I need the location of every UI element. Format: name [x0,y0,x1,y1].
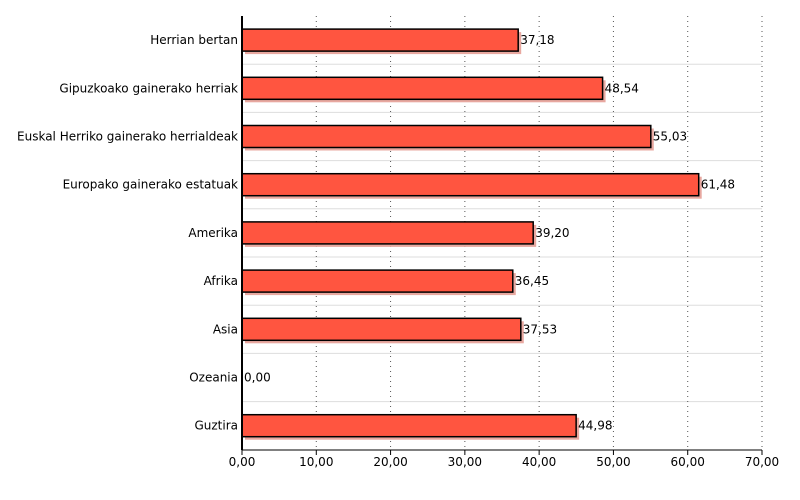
data-label: 39,20 [535,226,569,240]
data-label: 36,45 [515,274,549,288]
bar [241,221,534,245]
x-tick-label: 70,00 [745,455,779,469]
x-tick-label: 60,00 [671,455,705,469]
category-label: Euskal Herriko gainerako herrialdeak [17,130,238,144]
x-tick-label: 50,00 [596,455,630,469]
data-label: 61,48 [701,178,735,192]
data-label: 37,53 [523,322,557,336]
x-tick-label: 0,00 [229,455,256,469]
bar [241,413,577,438]
data-label: 44,98 [578,419,612,433]
bar [241,76,604,101]
data-label: 0,00 [244,371,271,385]
bar [241,172,700,197]
data-label: 37,18 [520,33,554,47]
labels-layer: 37,18 Herrian bertan 48,54 Gipuzkoako gaine… [17,33,779,469]
axis-layer [241,16,763,455]
category-label: Guztira [194,419,238,433]
bar [241,28,519,52]
category-label: Herrian bertan [150,33,238,47]
bar [241,124,652,149]
category-label: Asia [213,322,238,336]
category-label: Gipuzkoako gainerako herriak [59,81,238,95]
bar [241,317,522,342]
data-label: 55,03 [653,130,687,144]
category-label: Europako gainerako estatuak [63,178,238,192]
x-tick-label: 30,00 [448,455,482,469]
category-label: Ozeania [189,371,238,385]
category-label: Amerika [188,226,238,240]
grid-layer [242,16,763,450]
x-tick-label: 40,00 [522,455,556,469]
bar [241,269,514,293]
category-label: Afrika [204,274,238,288]
data-label: 48,54 [605,81,639,95]
x-tick-label: 20,00 [373,455,407,469]
x-tick-label: 10,00 [299,455,333,469]
bars-layer [241,28,702,440]
